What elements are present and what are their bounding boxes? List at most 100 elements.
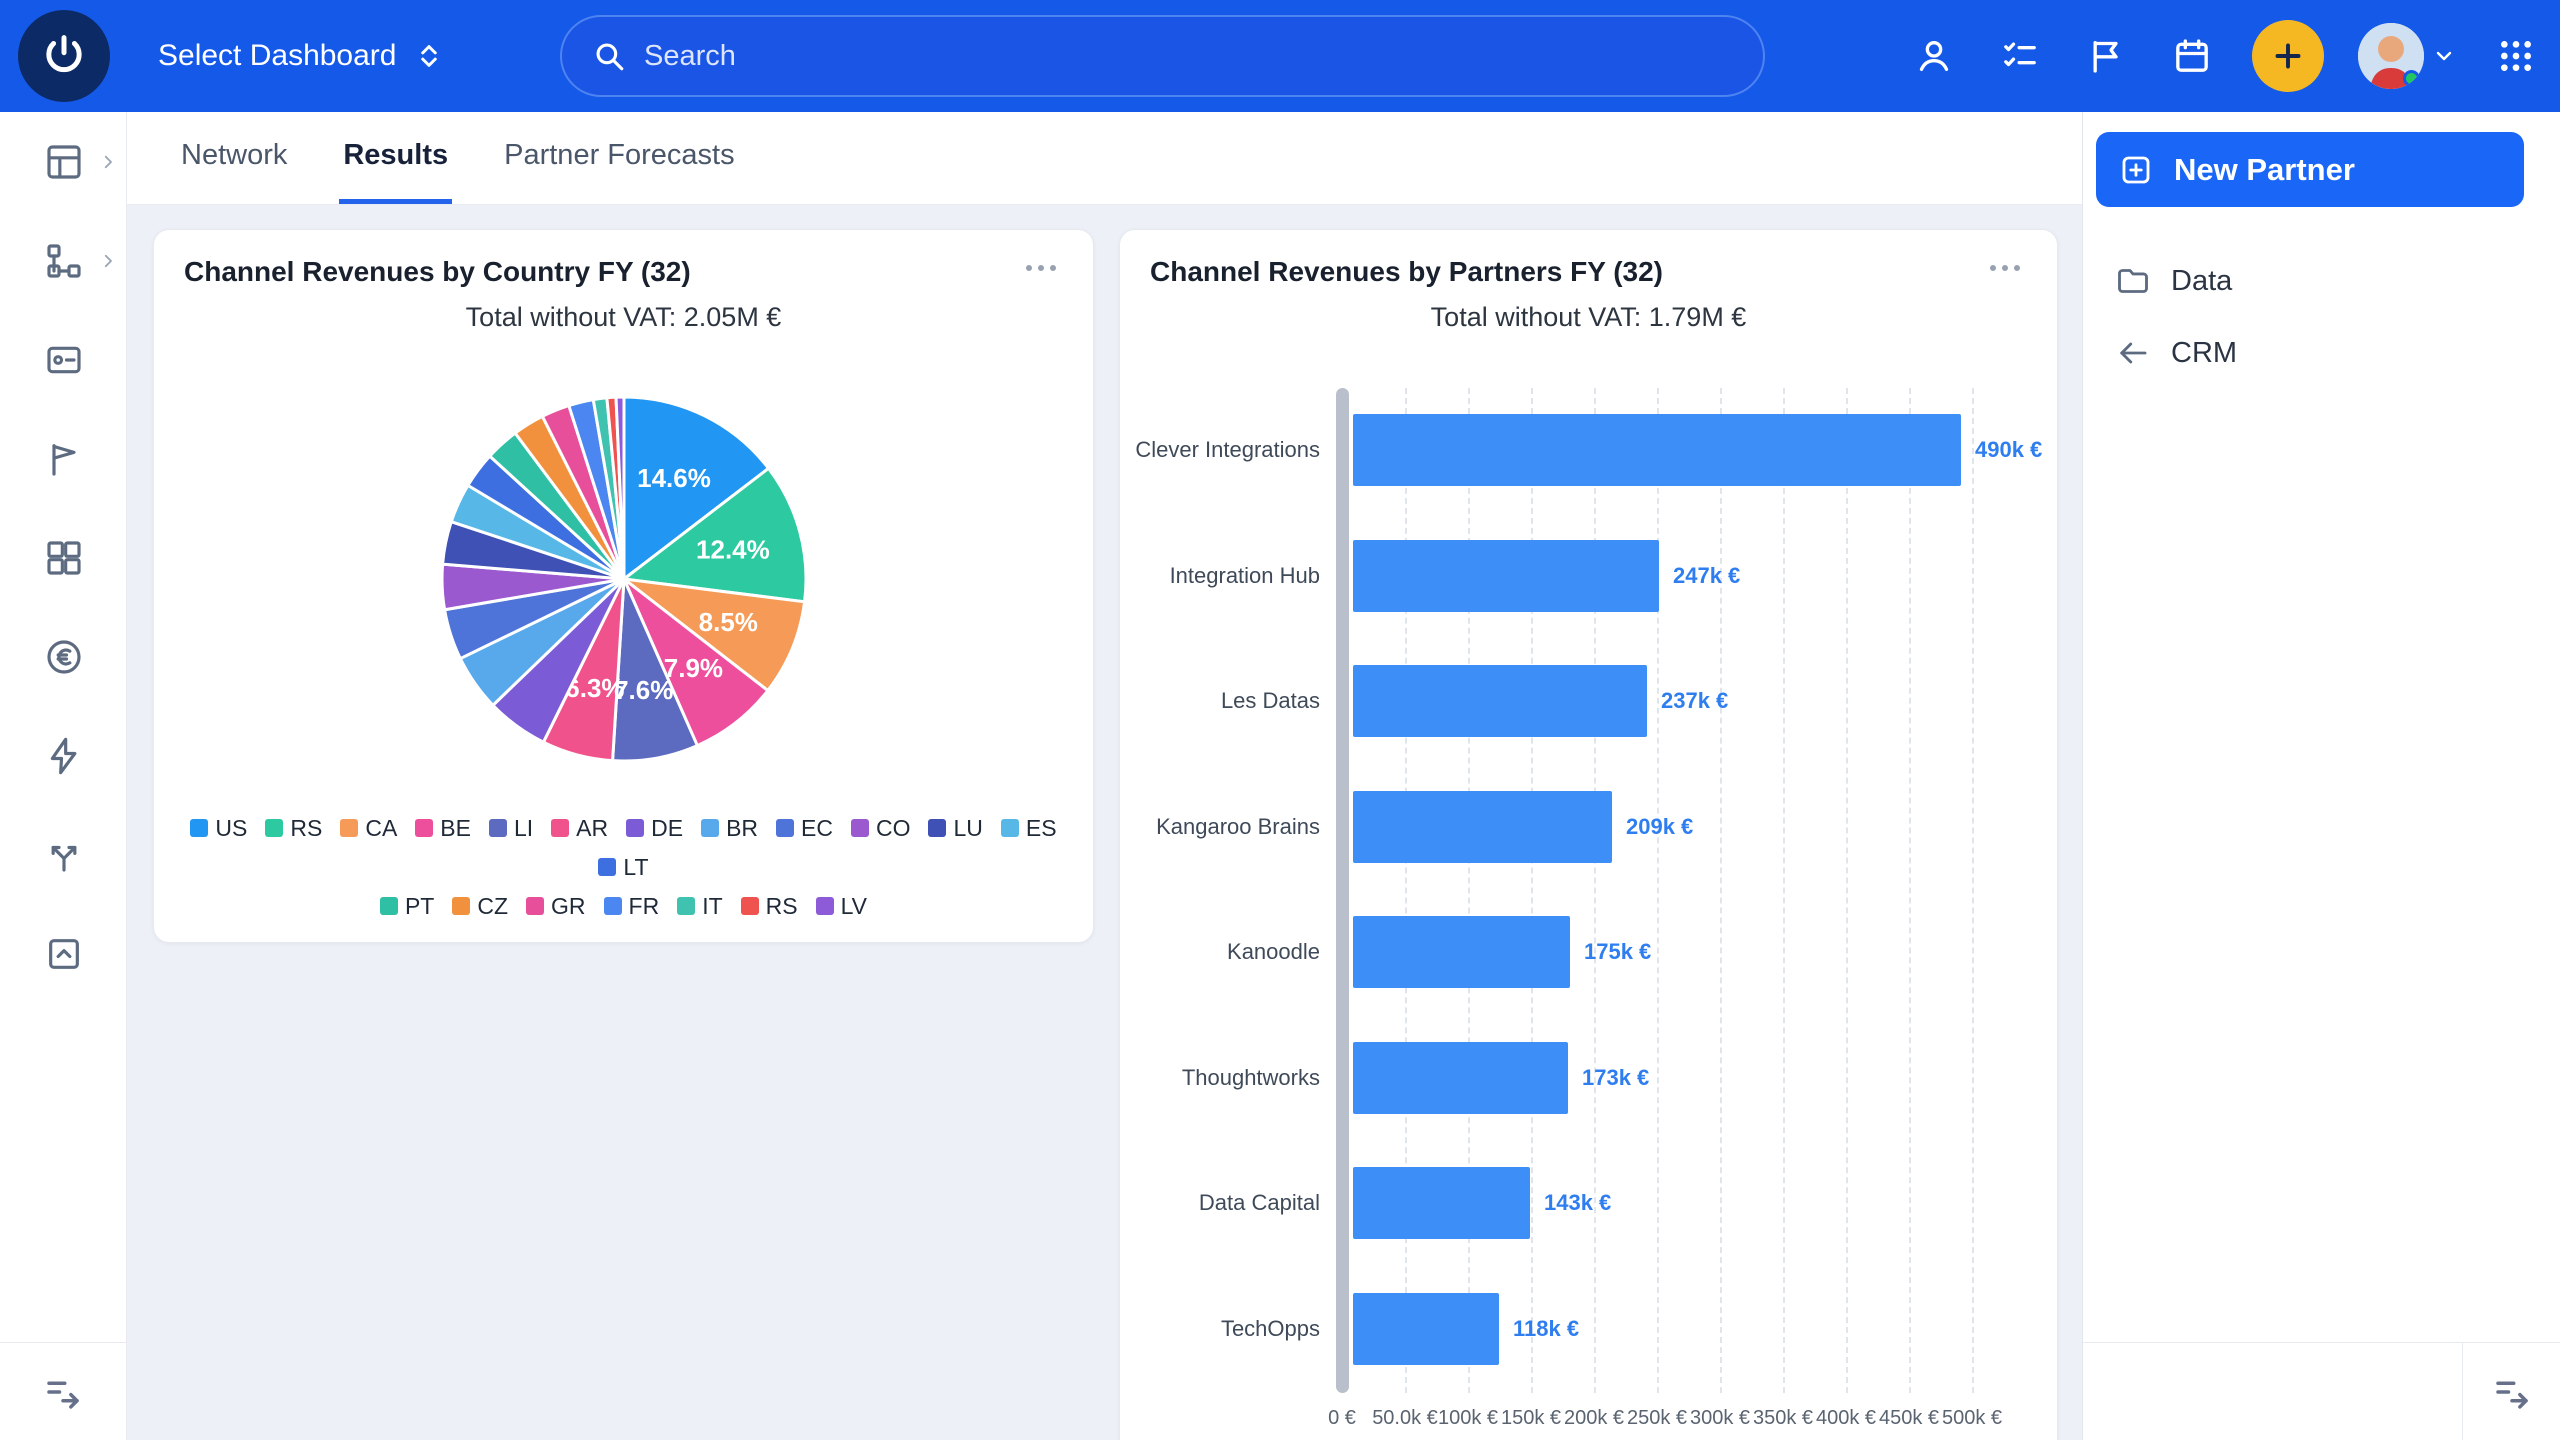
right-panel: New Partner Data CRM bbox=[2082, 112, 2560, 1440]
legend-item-BR[interactable]: BR bbox=[701, 811, 758, 845]
calendar-icon[interactable] bbox=[2166, 30, 2218, 82]
collapse-sidebar-button[interactable] bbox=[0, 1342, 126, 1440]
legend-item-AR[interactable]: AR bbox=[551, 811, 608, 845]
pie-slice-label: 7.9% bbox=[663, 653, 722, 683]
x-tick: 350k € bbox=[1752, 1407, 1814, 1429]
sidebar-item-hierarchy[interactable] bbox=[0, 211, 127, 310]
tab-partner-forecasts[interactable]: Partner Forecasts bbox=[504, 139, 735, 171]
legend-label: FR bbox=[628, 893, 660, 919]
sidebar-item-routing[interactable] bbox=[0, 805, 127, 904]
pie-slice-CA[interactable] bbox=[622, 577, 806, 693]
legend-item-LV[interactable]: LV bbox=[815, 889, 868, 923]
legend-item-ES[interactable]: ES bbox=[1000, 811, 1057, 845]
search-bar[interactable] bbox=[560, 15, 1765, 97]
legend-swatch bbox=[379, 897, 398, 915]
legend-item-CO[interactable]: CO bbox=[850, 811, 910, 845]
bar-chart: Clever Integrations 490k € Integration Hub… bbox=[1120, 388, 2057, 1440]
flag-icon[interactable] bbox=[2080, 30, 2132, 82]
add-button[interactable] bbox=[2252, 20, 2324, 92]
bar-Data Capital[interactable] bbox=[1353, 1167, 1530, 1239]
bar-category-label: Kangaroo Brains bbox=[1156, 813, 1320, 839]
bar-Thoughtworks[interactable] bbox=[1353, 1041, 1568, 1114]
bar-category-label: Kanoodle bbox=[1227, 939, 1320, 964]
sidebar-item-finance[interactable] bbox=[0, 607, 127, 706]
pie-slice-US[interactable] bbox=[622, 395, 770, 581]
bar-value-label: 175k € bbox=[1584, 939, 1652, 964]
legend-item-GR[interactable]: GR bbox=[526, 889, 586, 923]
tab-bar: Network Results Partner Forecasts bbox=[127, 112, 2082, 205]
tasks-icon[interactable] bbox=[1994, 30, 2046, 82]
search-input[interactable] bbox=[644, 39, 1733, 73]
legend-item-FR[interactable]: FR bbox=[603, 889, 660, 923]
panel-item-label: Data bbox=[2171, 264, 2233, 297]
bar-Clever Integrations[interactable] bbox=[1353, 414, 1961, 486]
card-menu-button[interactable] bbox=[1017, 256, 1065, 280]
bar-row: Les Datas 237k € bbox=[1120, 665, 2057, 737]
panel-item-crm[interactable]: CRM bbox=[2083, 317, 2560, 389]
x-tick: 50.0k € bbox=[1372, 1407, 1438, 1429]
windows-icon bbox=[44, 538, 84, 578]
plus-square-icon bbox=[2118, 152, 2154, 188]
flag-pennant-icon bbox=[44, 439, 84, 479]
legend-item-BE[interactable]: BE bbox=[415, 811, 471, 845]
legend-swatch bbox=[190, 819, 209, 837]
pie-slice-BE[interactable] bbox=[622, 577, 769, 748]
apps-grid-icon[interactable] bbox=[2490, 30, 2542, 82]
legend-item-RS[interactable]: RS bbox=[740, 889, 798, 923]
bar-TechOpps[interactable] bbox=[1353, 1292, 1499, 1365]
pie-slice-label: 7.6% bbox=[614, 675, 673, 705]
pie-slice-LV[interactable] bbox=[614, 395, 625, 581]
pie-slice-RS[interactable] bbox=[622, 466, 807, 604]
legend-item-LU[interactable]: LU bbox=[928, 811, 983, 845]
legend-item-EC[interactable]: EC bbox=[776, 811, 833, 845]
user-menu[interactable] bbox=[2358, 23, 2456, 89]
legend-item-PT[interactable]: PT bbox=[379, 889, 434, 923]
bar-Les Datas[interactable] bbox=[1353, 665, 1647, 737]
sidebar-item-campaigns[interactable] bbox=[0, 409, 127, 508]
sidebar-item-dashboards[interactable] bbox=[0, 112, 127, 211]
chevron-updown-icon bbox=[414, 39, 444, 73]
arrow-left-icon bbox=[2115, 335, 2151, 371]
legend-label: CA bbox=[365, 815, 398, 841]
sidebar-item-automation[interactable] bbox=[0, 706, 127, 805]
user-icon[interactable] bbox=[1908, 30, 1960, 82]
main-content: Channel Revenues by Country FY (32) Tota… bbox=[127, 205, 2082, 1440]
power-icon bbox=[38, 30, 90, 82]
panel-item-data[interactable]: Data bbox=[2083, 245, 2560, 317]
legend-label: LU bbox=[953, 815, 983, 841]
sidebar-item-export[interactable] bbox=[0, 904, 127, 1003]
legend-swatch bbox=[701, 819, 720, 837]
avatar[interactable] bbox=[2358, 23, 2424, 89]
legend-item-RS[interactable]: RS bbox=[265, 811, 322, 845]
legend-item-LI[interactable]: LI bbox=[488, 811, 533, 845]
gridline bbox=[1657, 388, 1659, 1393]
pie-slice-label: 14.6% bbox=[637, 463, 711, 493]
legend-item-CZ[interactable]: CZ bbox=[452, 889, 508, 923]
ellipsis-icon bbox=[1990, 265, 2020, 271]
x-tick: 250k € bbox=[1626, 1407, 1688, 1429]
box-up-icon bbox=[44, 934, 84, 974]
card-subtitle: Total without VAT: 2.05M € bbox=[465, 302, 782, 332]
ellipsis-icon bbox=[1026, 265, 1056, 271]
sidebar-item-apps[interactable] bbox=[0, 508, 127, 607]
bar-Kanoodle[interactable] bbox=[1353, 916, 1570, 988]
bar-Kangaroo Brains[interactable] bbox=[1353, 790, 1612, 863]
bar-Integration Hub[interactable] bbox=[1353, 539, 1659, 612]
bar-row: Thoughtworks 173k € bbox=[1120, 1041, 2057, 1114]
legend-label: LV bbox=[840, 893, 868, 919]
new-partner-button[interactable]: New Partner bbox=[2096, 132, 2524, 207]
legend-item-LT[interactable]: LT bbox=[598, 850, 649, 884]
sidebar-item-cards[interactable] bbox=[0, 310, 127, 409]
dashboard-selector[interactable]: Select Dashboard bbox=[158, 39, 444, 73]
tab-network[interactable]: Network bbox=[181, 139, 288, 171]
card-menu-button[interactable] bbox=[1981, 256, 2029, 280]
bar-chart-card: Channel Revenues by Partners FY (32) Tot… bbox=[1119, 229, 2058, 1440]
legend-item-IT[interactable]: IT bbox=[677, 889, 723, 923]
legend-item-DE[interactable]: DE bbox=[626, 811, 683, 845]
legend-item-US[interactable]: US bbox=[190, 811, 247, 845]
collapse-panel-button[interactable] bbox=[2462, 1343, 2560, 1440]
app-logo[interactable] bbox=[18, 10, 110, 102]
tab-results[interactable]: Results bbox=[339, 112, 453, 204]
euro-icon bbox=[44, 637, 84, 677]
legend-item-CA[interactable]: CA bbox=[340, 811, 397, 845]
